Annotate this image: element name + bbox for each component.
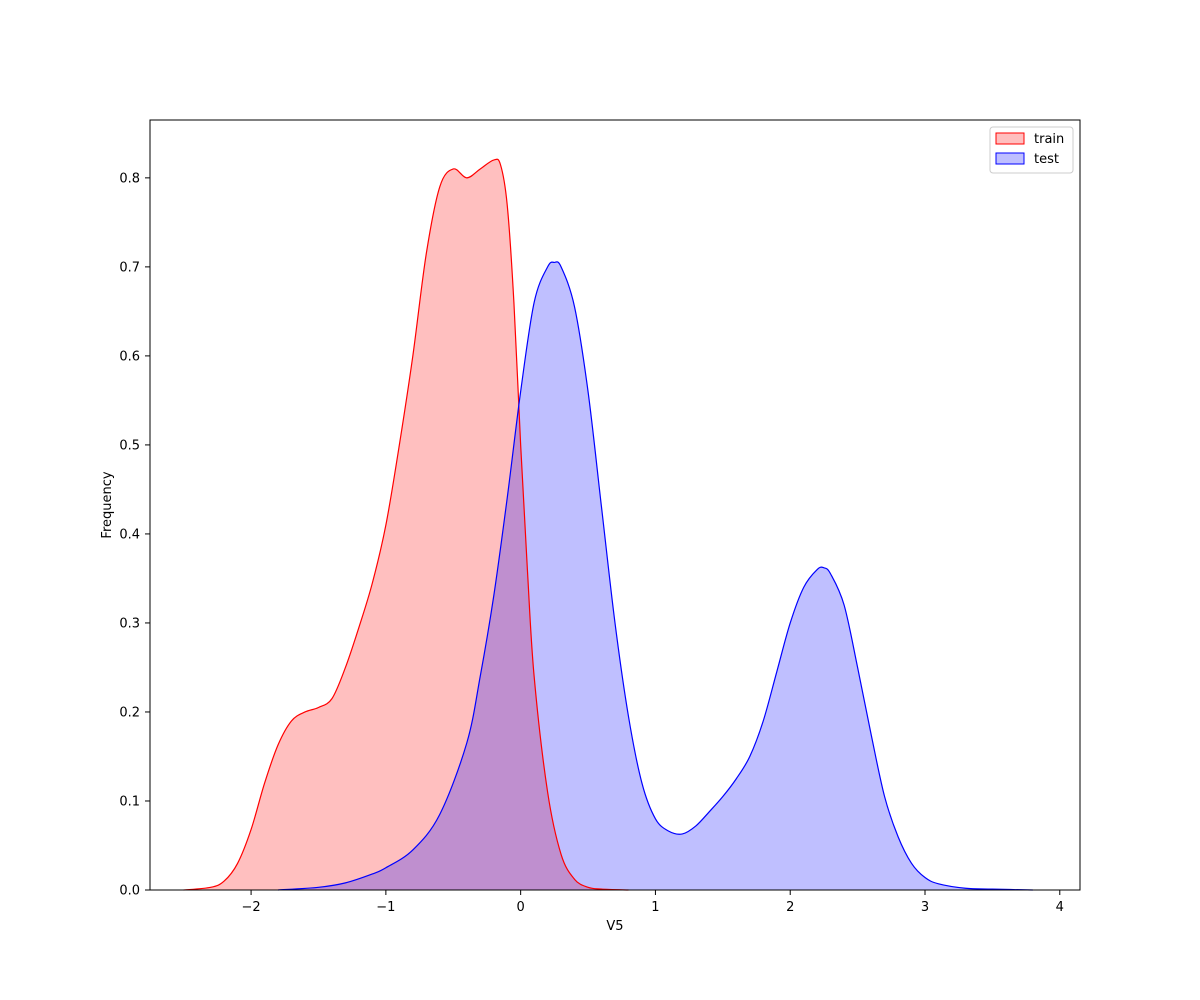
y-tick-label: 0.1 [119, 794, 140, 809]
legend-box [989, 126, 1074, 174]
x-axis-label: V5 [606, 919, 623, 934]
y-tick-label: 0.2 [119, 705, 140, 720]
y-axis-label: Frequency [100, 471, 115, 538]
x-tick-label: 1 [651, 900, 659, 915]
x-tick-label: 3 [921, 900, 929, 915]
x-tick-label: −1 [376, 900, 395, 915]
legend-label-test: test [1034, 152, 1059, 167]
y-tick-label: 0.8 [119, 171, 140, 186]
y-tick-label: 0.3 [119, 616, 140, 631]
area-fill-test [278, 261, 1033, 890]
legend-swatch-test [995, 152, 1025, 165]
y-tick-label: 0.7 [119, 260, 140, 275]
axes-frame [149, 119, 1081, 891]
density-line-train [183, 158, 629, 891]
legend-swatch-train [995, 132, 1025, 145]
legend-label-train: train [1034, 132, 1064, 147]
x-tick-label: 4 [1056, 900, 1064, 915]
x-tick-label: 0 [517, 900, 525, 915]
y-tick-label: 0.5 [119, 438, 140, 453]
x-tick-label: −2 [242, 900, 261, 915]
y-axis: 0.0 0.1 0.2 0.3 0.4 0.5 0.6 0.7 0.8 [119, 171, 150, 899]
series-lines [183, 158, 1033, 891]
legend: train test [989, 126, 1074, 174]
area-fill-train [183, 159, 629, 890]
y-tick-label: 0.4 [119, 527, 140, 542]
y-tick-label: 0.6 [119, 349, 140, 364]
x-tick-label: 2 [786, 900, 794, 915]
series-fills [183, 159, 1033, 890]
density-line-test [278, 261, 1033, 891]
x-axis: −2 −1 0 1 2 3 4 [242, 890, 1064, 915]
y-tick-label: 0.0 [119, 884, 140, 899]
